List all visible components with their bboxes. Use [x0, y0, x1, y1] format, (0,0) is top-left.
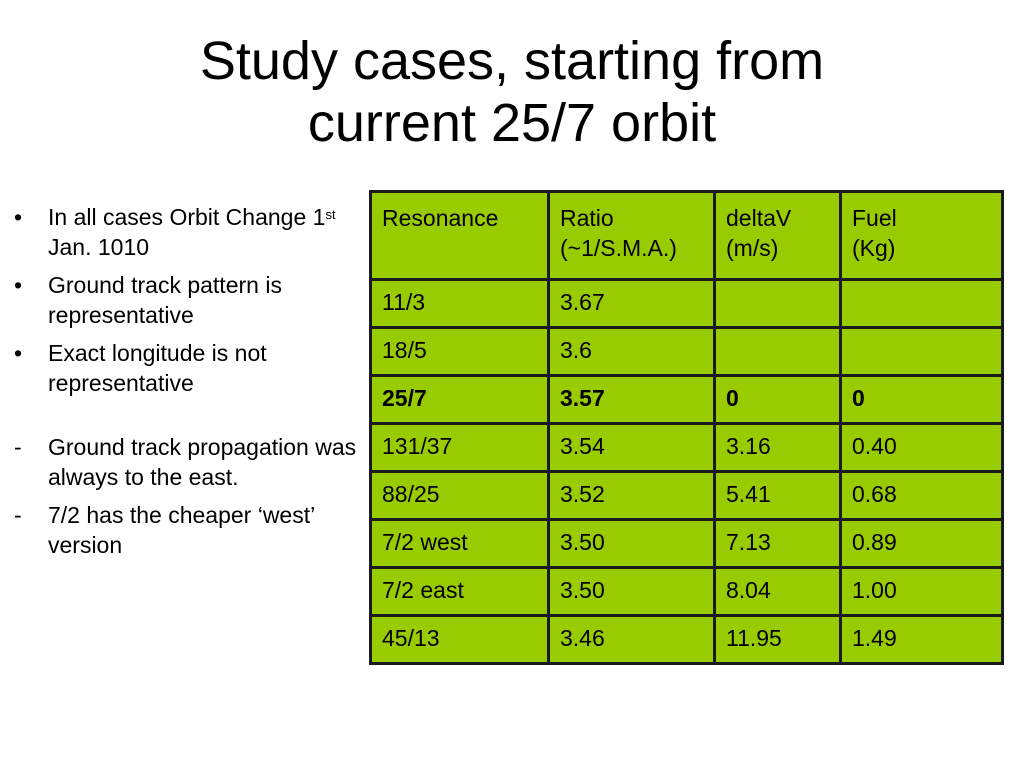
dash-list: - Ground track propagation was always to…: [14, 432, 366, 560]
notes-panel: • In all cases Orbit Change 1st Jan. 101…: [14, 202, 366, 568]
table-body: 11/3 3.67 18/5 3.6 25/7 3.57 0 0 131/37 …: [369, 278, 1004, 665]
table-header: Resonance Ratio (~1/S.M.A.) deltaV (m/s)…: [369, 190, 1004, 281]
cell-deltav: [713, 278, 842, 329]
slide-title-line-1: Study cases, starting from: [199, 31, 825, 91]
bullet-list: • In all cases Orbit Change 1st Jan. 101…: [14, 202, 366, 398]
cell-resonance: 18/5: [369, 326, 550, 377]
table-row: 131/37 3.54 3.16 0.40: [369, 422, 1004, 473]
dash-text: 7/2 has the cheaper ‘west’ version: [48, 502, 315, 558]
cell-deltav: 0: [713, 374, 842, 425]
cell-resonance: 88/25: [369, 470, 550, 521]
cell-deltav: 3.16: [713, 422, 842, 473]
dash-item: - 7/2 has the cheaper ‘west’ version: [14, 500, 366, 560]
bullet-item: • Ground track pattern is representative: [14, 270, 366, 330]
dash-text: Ground track propagation was always to t…: [48, 434, 357, 490]
dash-marker: -: [14, 502, 22, 528]
table-row-current: 25/7 3.57 0 0: [369, 374, 1004, 425]
bullet-marker: •: [14, 340, 23, 366]
slide-title: Study cases, starting from current 25/7 …: [0, 30, 1024, 154]
cell-ratio: 3.46: [547, 614, 716, 665]
bullet-item: • Exact longitude is not representative: [14, 338, 366, 398]
header-resonance-label: Resonance: [382, 205, 499, 231]
cell-deltav: 11.95: [713, 614, 842, 665]
header-deltav-label: deltaV: [726, 205, 792, 231]
table-row: 88/25 3.52 5.41 0.68: [369, 470, 1004, 521]
resonance-table: Resonance Ratio (~1/S.M.A.) deltaV (m/s)…: [369, 190, 1004, 665]
header-deltav: deltaV (m/s): [713, 190, 842, 281]
cell-fuel: 0.89: [839, 518, 1004, 569]
bullet-marker: •: [14, 272, 23, 298]
header-resonance: Resonance: [369, 190, 550, 281]
slide-title-line-2: current 25/7 orbit: [307, 93, 717, 153]
cell-fuel: [839, 278, 1004, 329]
cell-deltav: 5.41: [713, 470, 842, 521]
header-fuel-label: Fuel: [852, 205, 897, 231]
cell-resonance: 25/7: [369, 374, 550, 425]
cell-fuel: 0.68: [839, 470, 1004, 521]
cell-fuel: 0.40: [839, 422, 1004, 473]
cell-fuel: [839, 326, 1004, 377]
cell-ratio: 3.50: [547, 566, 716, 617]
bullet-item: • In all cases Orbit Change 1st Jan. 101…: [14, 202, 366, 262]
cell-ratio: 3.67: [547, 278, 716, 329]
header-ratio-unit: (~1/S.M.A.): [560, 235, 677, 261]
header-fuel: Fuel (Kg): [839, 190, 1004, 281]
cell-resonance: 7/2 west: [369, 518, 550, 569]
cell-deltav: [713, 326, 842, 377]
dash-item: - Ground track propagation was always to…: [14, 432, 366, 492]
cell-ratio: 3.6: [547, 326, 716, 377]
cell-deltav: 7.13: [713, 518, 842, 569]
table-row: 45/13 3.46 11.95 1.49: [369, 614, 1004, 665]
bullet-text: Exact longitude is not representative: [48, 340, 267, 396]
cell-ratio: 3.54: [547, 422, 716, 473]
bullet-superscript: st: [325, 207, 336, 222]
header-fuel-unit: (Kg): [852, 235, 896, 261]
cell-fuel: 1.49: [839, 614, 1004, 665]
cell-resonance: 131/37: [369, 422, 550, 473]
bullet-text-after: Jan. 1010: [48, 234, 150, 260]
cell-ratio: 3.50: [547, 518, 716, 569]
table-row: 11/3 3.67: [369, 278, 1004, 329]
cell-fuel: 0: [839, 374, 1004, 425]
cell-fuel: 1.00: [839, 566, 1004, 617]
bullet-text: In all cases Orbit Change 1: [48, 204, 326, 230]
dash-marker: -: [14, 434, 22, 460]
header-ratio: Ratio (~1/S.M.A.): [547, 190, 716, 281]
table-header-row: Resonance Ratio (~1/S.M.A.) deltaV (m/s)…: [369, 190, 1004, 281]
header-deltav-unit: (m/s): [726, 235, 779, 261]
cell-deltav: 8.04: [713, 566, 842, 617]
table-row: 18/5 3.6: [369, 326, 1004, 377]
bullet-text: Ground track pattern is representative: [48, 272, 282, 328]
cell-resonance: 11/3: [369, 278, 550, 329]
cell-resonance: 45/13: [369, 614, 550, 665]
header-ratio-label: Ratio: [560, 205, 614, 231]
cell-ratio: 3.57: [547, 374, 716, 425]
cell-resonance: 7/2 east: [369, 566, 550, 617]
cell-ratio: 3.52: [547, 470, 716, 521]
table-row: 7/2 west 3.50 7.13 0.89: [369, 518, 1004, 569]
table-row: 7/2 east 3.50 8.04 1.00: [369, 566, 1004, 617]
bullet-marker: •: [14, 204, 23, 230]
